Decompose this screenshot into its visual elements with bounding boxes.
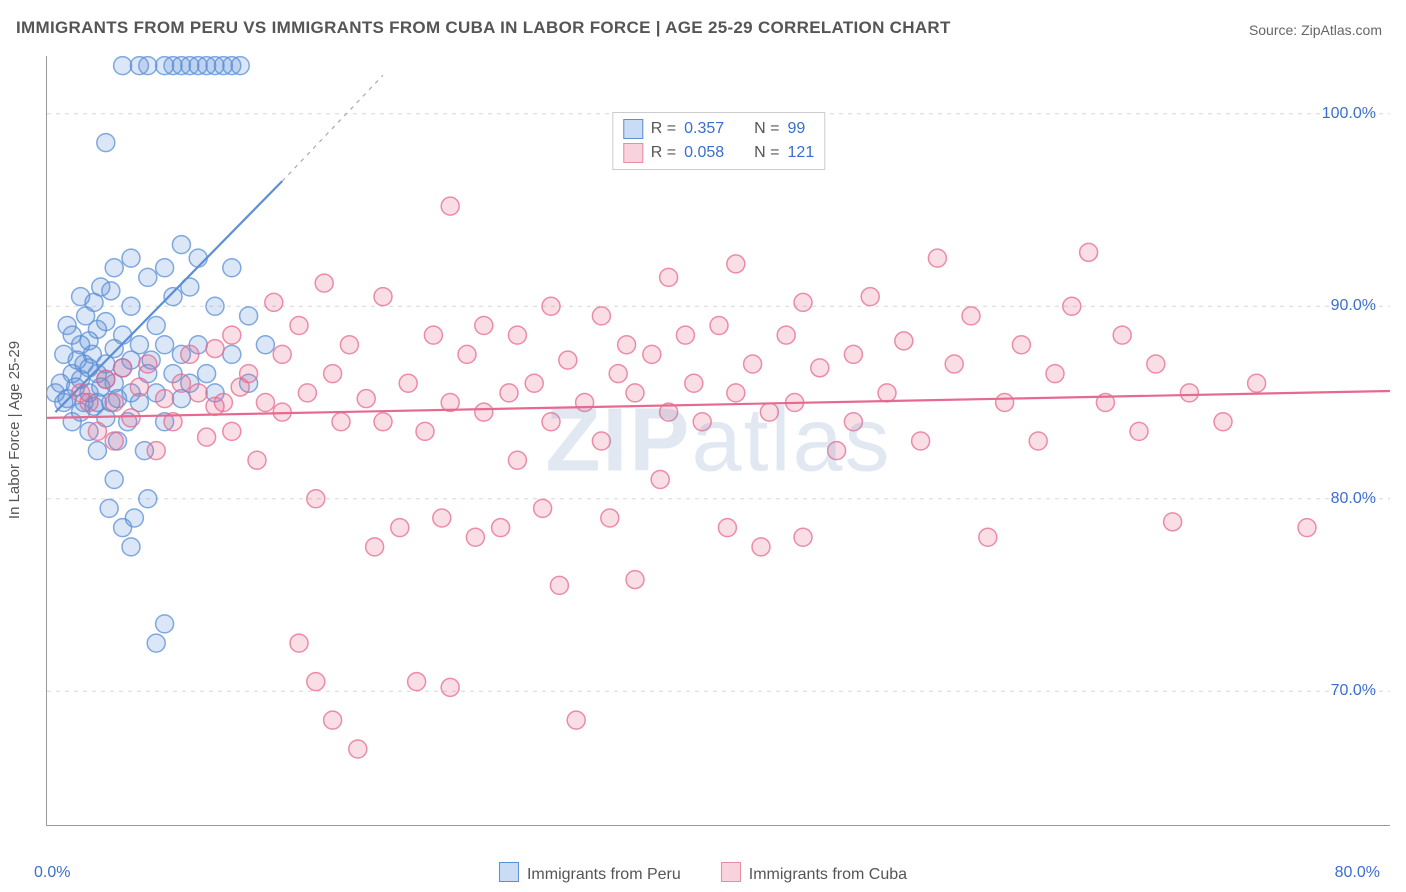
legend-n-value: 121: [788, 141, 815, 165]
y-tick-label: 70.0%: [1331, 682, 1376, 700]
legend-r-label: R =: [651, 141, 676, 165]
y-tick-label: 80.0%: [1331, 490, 1376, 508]
legend-stats-row: R = 0.357 N = 99: [623, 117, 814, 141]
scatter-chart-svg: [47, 56, 1390, 825]
legend-series-label: Immigrants from Peru: [527, 866, 681, 883]
legend-r-value: 0.058: [684, 141, 724, 165]
source-label: Source:: [1249, 22, 1297, 38]
legend-series-item: Immigrants from Cuba: [721, 862, 907, 884]
y-tick-label: 100.0%: [1322, 105, 1376, 123]
legend-stats-row: R = 0.058 N = 121: [623, 141, 814, 165]
y-tick-label: 90.0%: [1331, 297, 1376, 315]
plot-area: ZIPatlas R =0.357N =99R =0.058N =121: [46, 56, 1390, 826]
legend-n-value: 99: [788, 117, 806, 141]
legend-n-label: N =: [754, 117, 779, 141]
chart-title: IMMIGRANTS FROM PERU VS IMMIGRANTS FROM …: [16, 18, 951, 38]
legend-series: Immigrants from Peru Immigrants from Cuba: [499, 862, 907, 884]
source-name: ZipAtlas.com: [1301, 22, 1382, 38]
source-attribution: Source: ZipAtlas.com: [1249, 22, 1382, 38]
legend-n-label: N =: [754, 141, 779, 165]
legend-swatch: [721, 862, 741, 882]
legend-stats: R = 0.357 N = 99 R = 0.058 N = 121: [612, 112, 825, 170]
legend-swatch: [499, 862, 519, 882]
x-axis-min-label: 0.0%: [34, 864, 70, 882]
legend-r-value: 0.357: [684, 117, 724, 141]
legend-swatch: [623, 143, 643, 163]
y-axis-title: In Labor Force | Age 25-29: [6, 252, 23, 430]
x-axis-max-label: 80.0%: [1335, 864, 1380, 882]
legend-swatch: [623, 119, 643, 139]
legend-series-label: Immigrants from Cuba: [749, 866, 907, 883]
legend-r-label: R =: [651, 117, 676, 141]
legend-series-item: Immigrants from Peru: [499, 862, 681, 884]
